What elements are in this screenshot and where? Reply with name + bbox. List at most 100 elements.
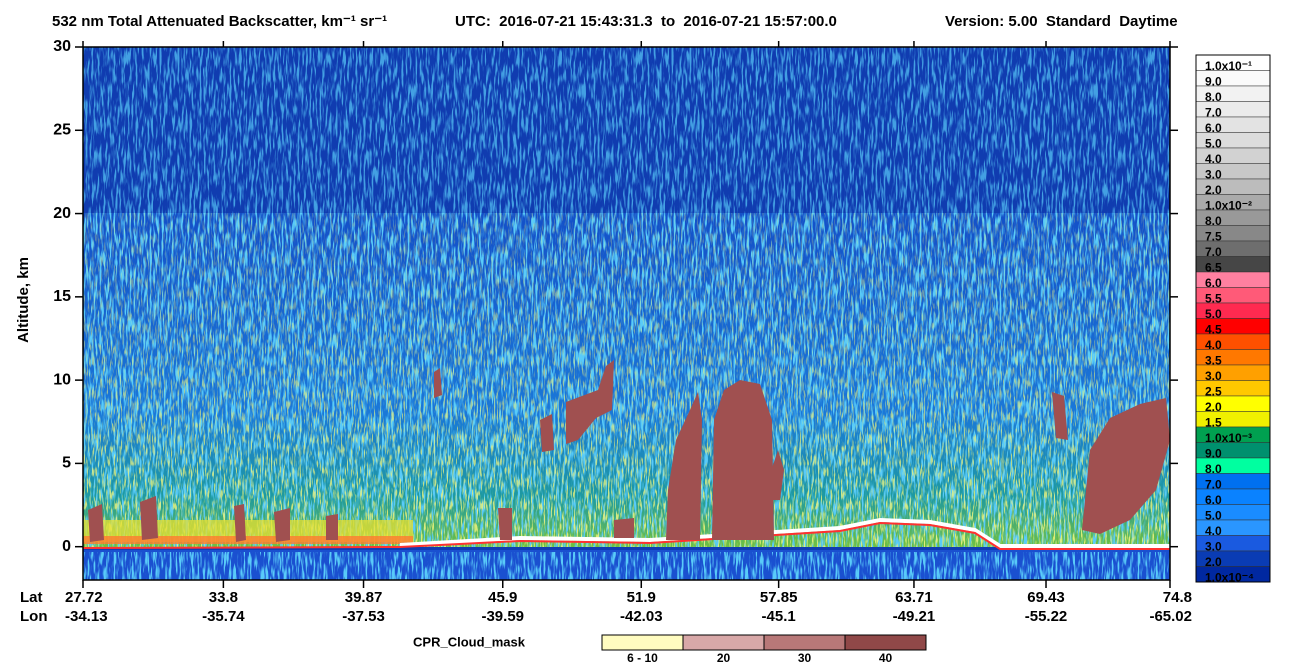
x-tick-label-lon: -49.21 xyxy=(893,608,936,625)
colorbar-label: 7.0 xyxy=(1205,477,1222,491)
backscatter-image xyxy=(83,47,1170,580)
legend-label: 20 xyxy=(717,651,731,665)
legend-label: 40 xyxy=(879,651,893,665)
y-axis-label: Altitude, km xyxy=(15,257,32,343)
colorbar-label: 4.0 xyxy=(1205,338,1222,352)
plot-frame xyxy=(82,46,1171,581)
x-tick-label-lon: -34.13 xyxy=(65,608,108,625)
x-tick-label-lon: -65.02 xyxy=(1149,608,1192,625)
x-tick-label-lat: 69.43 xyxy=(1027,589,1065,606)
legend-swatch xyxy=(844,634,927,651)
x-tick-label-lat: 74.8 xyxy=(1163,589,1192,606)
colorbar-label: 5.5 xyxy=(1205,291,1222,305)
chart-subtitle: UTC: 2016-07-21 15:43:31.3 to 2016-07-21… xyxy=(455,13,837,30)
cloud xyxy=(434,368,442,398)
colorbar-frame xyxy=(1195,54,1271,583)
legend-label: 30 xyxy=(798,651,812,665)
surface-white xyxy=(399,517,1170,548)
surface-red xyxy=(83,521,1170,550)
x-tick-label-lat: 45.9 xyxy=(488,589,517,606)
colorbar-label: 5.0 xyxy=(1205,307,1222,321)
x-tick-label-lat: 39.87 xyxy=(345,589,383,606)
colorbar-label: 1.0x10⁻¹ xyxy=(1205,59,1252,73)
cloud xyxy=(1052,392,1068,440)
y-tick-label: 0 xyxy=(62,538,71,555)
x-row-label: Lon xyxy=(20,608,48,625)
x-tick-label-lat: 51.9 xyxy=(627,589,656,606)
y-tick-label: 20 xyxy=(53,205,71,222)
colorbar-label: 6.0 xyxy=(1205,493,1222,507)
legend-title: CPR_Cloud_mask xyxy=(413,634,526,649)
x-tick-label-lon: -39.59 xyxy=(481,608,524,625)
x-tick-label-lon: -35.74 xyxy=(202,608,245,625)
colorbar-label: 2.0 xyxy=(1205,183,1222,197)
colorbar-label: 4.0 xyxy=(1205,152,1222,166)
colorbar-label: 2.0 xyxy=(1205,555,1222,569)
colorbar-label: 4.5 xyxy=(1205,322,1222,336)
colorbar-label: 5.0 xyxy=(1205,508,1222,522)
colorbar-label: 3.0 xyxy=(1205,369,1222,383)
colorbar-label: 8.0 xyxy=(1205,214,1222,228)
x-tick-label-lat: 57.85 xyxy=(760,589,798,606)
cloud xyxy=(88,504,104,542)
y-tick-label: 10 xyxy=(53,371,71,388)
cloud xyxy=(768,450,784,500)
colorbar-label: 3.0 xyxy=(1205,167,1222,181)
cloud xyxy=(666,392,702,540)
cloud xyxy=(140,496,158,540)
cloud xyxy=(712,380,774,540)
colorbar-label: 9.0 xyxy=(1205,446,1222,460)
cloud xyxy=(234,504,246,542)
x-row-label: Lat xyxy=(20,589,43,606)
cloud xyxy=(566,360,614,444)
colorbar-label: 3.0 xyxy=(1205,539,1222,553)
x-tick-label-lon: -42.03 xyxy=(620,608,663,625)
colorbar-label: 6.0 xyxy=(1205,276,1222,290)
legend-swatch xyxy=(682,634,765,651)
y-tick-label: 25 xyxy=(53,122,71,139)
colorbar-label: 4.0 xyxy=(1205,524,1222,538)
colorbar-label: 8.0 xyxy=(1205,462,1222,476)
colorbar-label: 6.0 xyxy=(1205,121,1222,135)
colorbar-label: 9.0 xyxy=(1205,74,1222,88)
x-tick-label-lat: 33.8 xyxy=(209,589,238,606)
y-tick-label: 5 xyxy=(62,455,71,472)
cloud xyxy=(498,508,512,540)
colorbar-label: 7.5 xyxy=(1205,229,1222,243)
y-tick-label: 15 xyxy=(53,288,71,305)
cloud xyxy=(1082,398,1170,534)
cloud xyxy=(540,414,554,452)
x-tick-label-lat: 27.72 xyxy=(65,589,103,606)
colorbar-label: 5.0 xyxy=(1205,136,1222,150)
colorbar-label: 1.0x10⁻² xyxy=(1205,198,1252,212)
legend-swatch xyxy=(763,634,846,651)
lower-noise-yellow xyxy=(83,213,1170,547)
y-tick-label: 30 xyxy=(53,38,71,55)
colorbar-label: 8.0 xyxy=(1205,90,1222,104)
cloud xyxy=(326,514,338,540)
cpr-clouds xyxy=(88,360,1170,542)
colorbar-label: 7.0 xyxy=(1205,105,1222,119)
x-tick-label-lon: -37.53 xyxy=(342,608,385,625)
colorbar-label: 2.5 xyxy=(1205,384,1222,398)
x-tick-label-lon: -45.1 xyxy=(762,608,796,625)
colorbar-label: 3.5 xyxy=(1205,353,1222,367)
upper-noise xyxy=(83,47,1170,213)
colorbar-label: 1.0x10⁻⁴ xyxy=(1205,570,1254,584)
colorbar-label: 2.0 xyxy=(1205,400,1222,414)
colorbar-label: 6.5 xyxy=(1205,260,1222,274)
chart-title: 532 nm Total Attenuated Backscatter, km⁻… xyxy=(52,13,387,30)
below-surface-noise xyxy=(83,552,1170,580)
colorbar-label: 1.5 xyxy=(1205,415,1222,429)
legend-label: 6 - 10 xyxy=(627,651,658,665)
colorbar-label: 7.0 xyxy=(1205,245,1222,259)
colorbar-label: 1.0x10⁻³ xyxy=(1205,431,1252,445)
cloud xyxy=(614,518,634,538)
x-tick-label-lon: -55.22 xyxy=(1025,608,1068,625)
cloud xyxy=(274,508,290,542)
x-tick-label-lat: 63.71 xyxy=(895,589,933,606)
legend-swatch xyxy=(601,634,684,651)
boundary-layer-top xyxy=(83,536,413,544)
version-label: Version: 5.00 Standard Daytime xyxy=(945,13,1178,30)
